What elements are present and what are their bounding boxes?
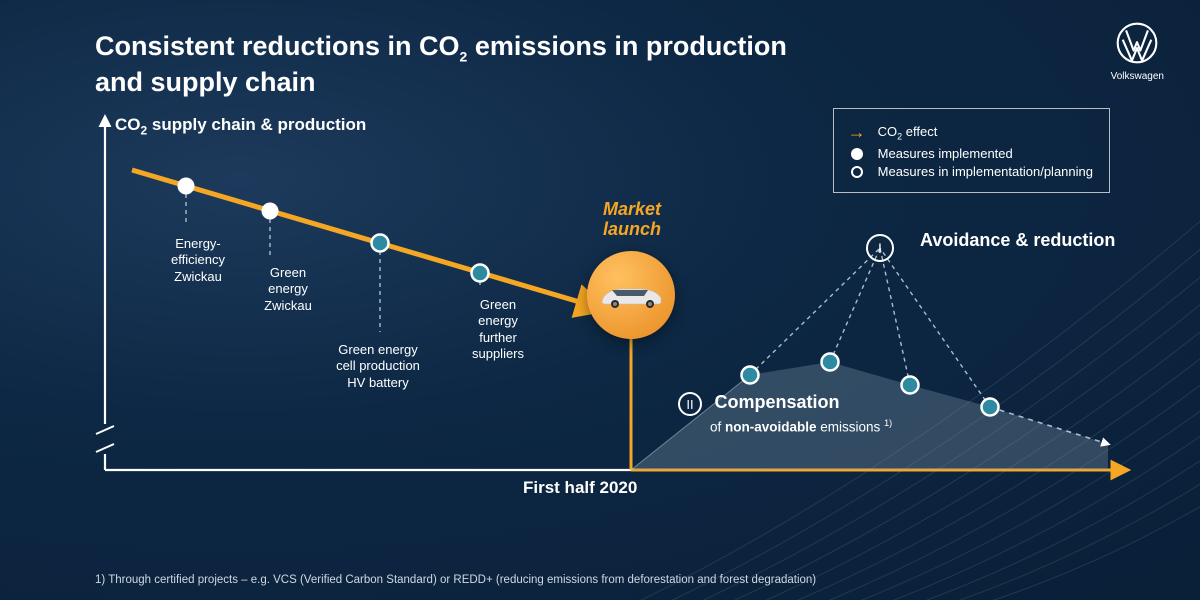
compensation-title: Compensation [714, 392, 839, 413]
arrow-icon: → [848, 122, 866, 143]
legend-planning: Measures in implementation/planning [846, 164, 1093, 179]
x-axis-label: First half 2020 [523, 478, 637, 498]
measure-label: Green energycell productionHV battery [330, 342, 426, 391]
legend-effect: → CO2 effect [846, 122, 1093, 143]
compensation-block: II Compensation of non-avoidable emissio… [678, 392, 892, 435]
measure-label: Greenenergyfurthersuppliers [450, 297, 546, 362]
slide-title: Consistent reductions in CO2 emissions i… [95, 30, 787, 100]
brand-name: Volkswagen [1111, 71, 1164, 82]
measure-label: GreenenergyZwickau [240, 265, 336, 314]
roman-ii-icon: II [678, 392, 702, 416]
legend-box: → CO2 effect Measures implemented Measur… [833, 108, 1110, 193]
avoidance-label: Avoidance & reduction [920, 230, 1115, 251]
svg-text:I: I [878, 240, 882, 256]
legend-implemented: Measures implemented [846, 146, 1093, 161]
market-launch-circle [587, 251, 675, 339]
hollow-dot-icon [851, 166, 863, 178]
footnote: 1) Through certified projects – e.g. VCS… [95, 574, 816, 586]
title-line1-pre: Consistent reductions in CO [95, 31, 460, 61]
brand-logo: Volkswagen [1111, 22, 1164, 82]
vw-logo-icon [1116, 22, 1158, 64]
market-launch-label: Market launch [582, 200, 682, 240]
car-icon [596, 279, 666, 311]
measure-label: Energy-efficiencyZwickau [150, 236, 246, 285]
title-line2: and supply chain [95, 66, 787, 100]
filled-dot-icon [851, 148, 863, 160]
title-line1-post: emissions in production [467, 31, 787, 61]
